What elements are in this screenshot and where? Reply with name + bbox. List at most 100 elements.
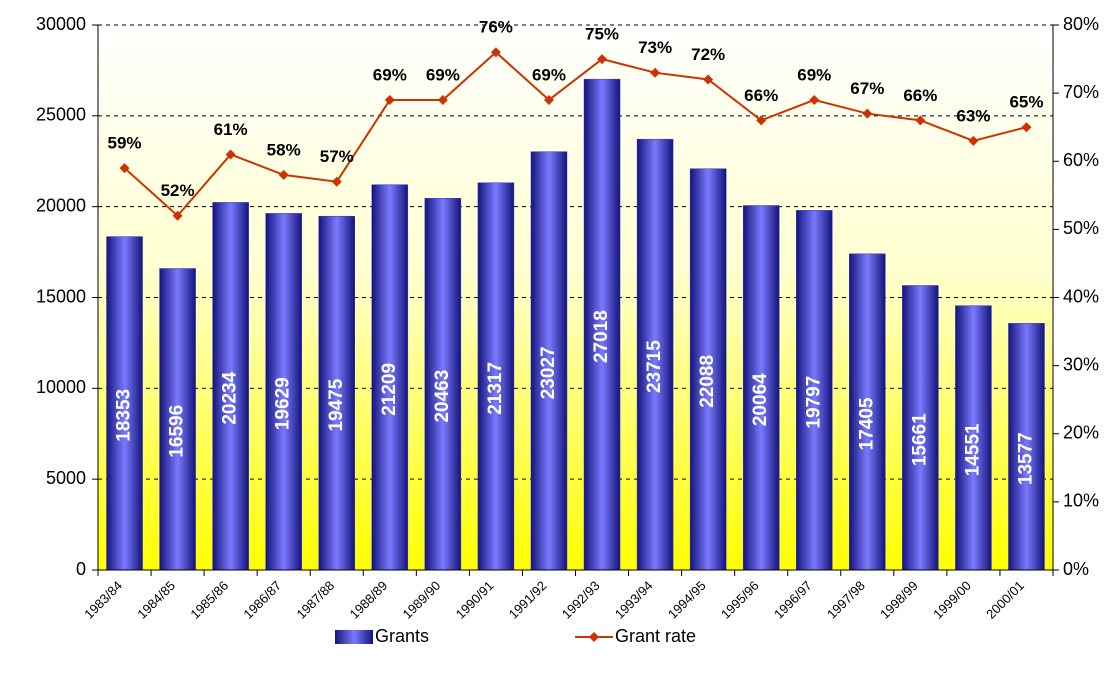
y2-tick-label: 10% [1063, 491, 1099, 511]
y2-tick-label: 60% [1063, 150, 1099, 170]
marker [119, 163, 130, 174]
y-tick-label: 5000 [46, 468, 86, 488]
marker [172, 210, 183, 221]
marker [331, 176, 342, 187]
y2-tick-label: 0% [1063, 559, 1089, 579]
bar [477, 182, 515, 571]
line-label: 67% [850, 79, 884, 98]
bar [955, 305, 992, 571]
y2-tick-label: 70% [1063, 82, 1099, 102]
x-tick-label: 1995/96 [718, 578, 762, 622]
line-label: 65% [1009, 93, 1043, 112]
bar [1008, 323, 1045, 571]
x-tick-label: 1984/85 [134, 578, 178, 622]
legend-label: Grant rate [615, 626, 696, 646]
x-tick-label: 1987/88 [293, 578, 337, 622]
marker [597, 54, 608, 65]
bar-label: 17405 [856, 397, 877, 450]
y2-tick-label: 80% [1063, 14, 1099, 34]
legend-marker [589, 632, 599, 642]
marker [703, 74, 714, 85]
legend-label: Grants [375, 626, 429, 646]
y2-tick-label: 40% [1063, 286, 1099, 306]
bar [318, 215, 355, 571]
x-tick-label: 1983/84 [81, 578, 125, 622]
bar [530, 151, 568, 571]
y-tick-label: 20000 [36, 195, 86, 215]
bar-label: 20064 [750, 373, 771, 426]
line-label: 72% [691, 45, 725, 64]
x-tick-label: 1991/92 [506, 578, 550, 622]
y2-tick-label: 50% [1063, 218, 1099, 238]
line-label: 73% [638, 38, 672, 57]
bar [159, 268, 196, 571]
marker [915, 115, 926, 126]
x-tick-label: 1999/00 [930, 578, 974, 622]
bar [424, 198, 462, 571]
line-label: 76% [479, 18, 513, 37]
line-label: 52% [161, 181, 195, 200]
marker [756, 115, 767, 126]
marker [437, 94, 448, 105]
line-label: 63% [956, 106, 990, 125]
y-tick-label: 30000 [36, 14, 86, 34]
y-tick-label: 0 [76, 559, 86, 579]
x-tick-label: 1998/99 [877, 578, 921, 622]
marker [278, 169, 289, 180]
bar [636, 138, 674, 571]
bar-label: 13577 [1015, 432, 1036, 485]
bar-label: 16596 [167, 405, 188, 458]
marker [225, 149, 236, 160]
line-label: 69% [797, 65, 831, 84]
bar-label: 23715 [644, 340, 665, 393]
bar-label: 18353 [114, 389, 135, 442]
bar [106, 236, 143, 571]
x-tick-label: 1996/97 [771, 578, 815, 622]
bar [689, 168, 727, 571]
x-tick-label: 1994/95 [665, 578, 709, 622]
bar [265, 213, 302, 571]
x-tick-label: 1989/90 [400, 578, 444, 622]
line-label: 59% [108, 134, 142, 153]
bar [742, 205, 780, 571]
marker [384, 94, 395, 105]
marker [809, 94, 820, 105]
bar [583, 78, 621, 571]
y-tick-label: 10000 [36, 377, 86, 397]
line-label: 69% [373, 65, 407, 84]
y-tick-label: 15000 [36, 286, 86, 306]
x-tick-label: 1990/91 [453, 578, 497, 622]
bar-label: 21209 [379, 363, 400, 416]
bar-label: 27018 [591, 310, 612, 363]
line-label: 69% [426, 65, 460, 84]
line-label: 58% [267, 140, 301, 159]
bar-label: 19475 [326, 378, 347, 431]
y-tick-label: 25000 [36, 105, 86, 125]
y2-tick-label: 20% [1063, 423, 1099, 443]
bar-label: 14551 [962, 423, 983, 476]
line-label: 69% [532, 65, 566, 84]
x-tick-label: 2000/01 [983, 578, 1027, 622]
bar-label: 15661 [909, 413, 930, 466]
line-label: 57% [320, 147, 354, 166]
bar [212, 202, 249, 571]
line-label: 66% [744, 86, 778, 105]
marker [968, 135, 979, 146]
line-label: 66% [903, 86, 937, 105]
bar [849, 253, 886, 571]
marker [490, 47, 501, 58]
bar-label: 20234 [220, 371, 241, 424]
y2-tick-label: 30% [1063, 354, 1099, 374]
marker [650, 67, 661, 78]
line [123, 50, 1027, 218]
bar-label: 22088 [697, 355, 718, 408]
bar-label: 21317 [485, 362, 506, 415]
x-tick-label: 1997/98 [824, 578, 868, 622]
marker [1021, 122, 1032, 133]
bar [902, 285, 939, 571]
bar-label: 19629 [273, 377, 294, 430]
bar-label: 20463 [432, 370, 453, 423]
x-tick-label: 1993/94 [612, 578, 656, 622]
line-label: 75% [585, 25, 619, 44]
